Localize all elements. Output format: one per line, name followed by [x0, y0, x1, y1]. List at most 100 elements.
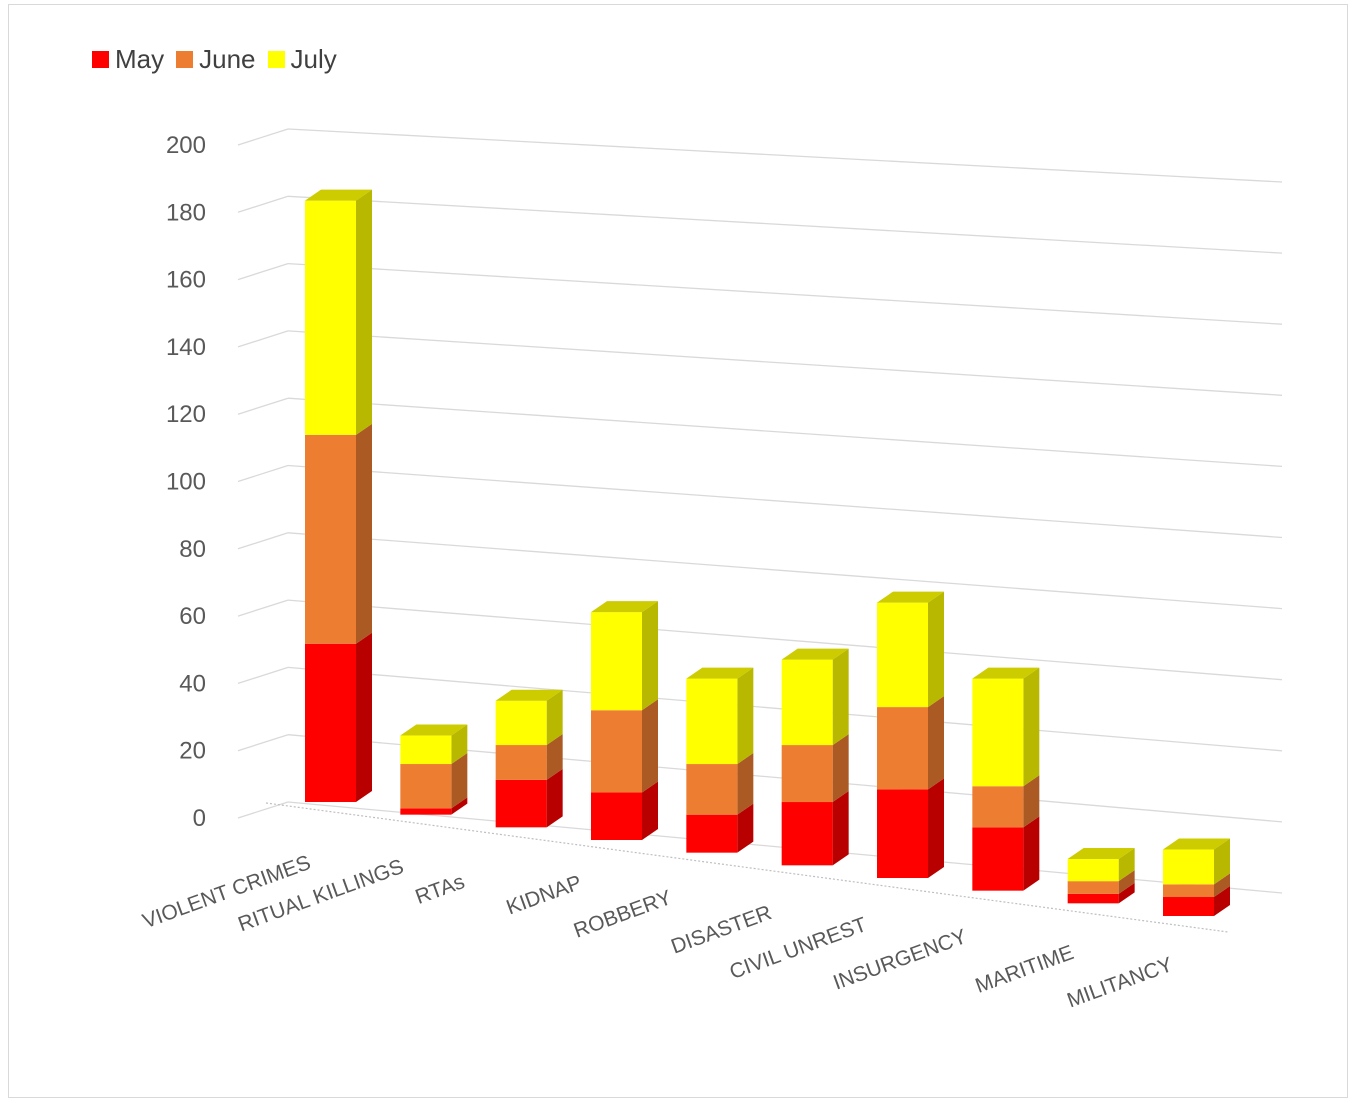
- bar-segment-side: [1118, 848, 1135, 882]
- bar-segment-side: [1214, 838, 1230, 885]
- bar-segment-side: [832, 791, 849, 866]
- legend-label-june: June: [199, 44, 256, 74]
- legend-swatch-june: [176, 51, 194, 68]
- bar-segment: [1163, 849, 1214, 885]
- bars: [305, 189, 1230, 916]
- bar-segment-side: [356, 632, 372, 802]
- bar-segment: [591, 710, 642, 793]
- bar-segment-side: [737, 803, 754, 853]
- bar-segment-side: [1118, 870, 1135, 894]
- y-tick-label: 180: [166, 199, 206, 226]
- legend-label-may: May: [115, 44, 165, 74]
- bar-segment-side: [451, 753, 468, 809]
- bar-segment: [400, 735, 452, 765]
- y-tick-label: 0: [193, 805, 206, 832]
- bar-segment: [1067, 881, 1119, 894]
- legend: May June July: [92, 44, 349, 75]
- gridline-leader: [237, 666, 289, 685]
- gridline-leader: [237, 532, 289, 550]
- gridline-leader: [237, 128, 289, 146]
- chart-frame: [8, 4, 1348, 1098]
- bar-segment-side: [642, 781, 658, 840]
- bar-segment-side: [1023, 816, 1040, 891]
- bar-segment: [1067, 893, 1119, 904]
- bar-segment: [972, 678, 1024, 787]
- bar-segment-side: [642, 699, 658, 793]
- bar-segment: [495, 700, 547, 746]
- bar-stack: [1163, 838, 1230, 916]
- legend-item-july: July: [267, 44, 337, 75]
- bar-segment-side: [546, 734, 563, 780]
- bar-top: [686, 667, 754, 679]
- bar-segment: [305, 200, 356, 435]
- bar-top: [972, 667, 1040, 679]
- gridline-leader: [237, 330, 289, 348]
- bar-segment: [1163, 884, 1214, 898]
- y-tick-label: 100: [166, 469, 206, 496]
- bar-top: [1067, 848, 1135, 860]
- gridline-leader: [237, 734, 289, 752]
- bar-segment-side: [642, 601, 658, 711]
- bar-segment-side: [1023, 667, 1040, 787]
- gridline: [287, 599, 1283, 681]
- x-category-label: MILITANCY: [1064, 953, 1176, 1012]
- bar-segment-side: [928, 591, 944, 708]
- bar-segment: [781, 745, 833, 803]
- bar-segment: [972, 827, 1024, 891]
- gridline: [287, 195, 1283, 254]
- bar-segment-side: [546, 768, 563, 828]
- bar-segment: [591, 792, 642, 840]
- gridline: [287, 330, 1283, 396]
- x-category-label: VIOLENT CRIMES: [140, 851, 314, 933]
- bar-segment-side: [928, 696, 944, 790]
- bar-segment: [305, 643, 356, 802]
- legend-item-may: May: [92, 44, 164, 75]
- bar-segment-side: [356, 189, 372, 435]
- bar-segment: [686, 814, 738, 853]
- gridline-leader: [237, 262, 289, 281]
- bar-segment: [495, 779, 547, 828]
- bar-segment: [877, 789, 928, 878]
- bar-segment-side: [546, 689, 563, 746]
- bar-segment-side: [928, 778, 944, 878]
- legend-item-june: June: [176, 44, 256, 75]
- gridline-leader: [237, 599, 289, 617]
- bar-segment: [877, 707, 928, 790]
- x-category-label: ROBBERY: [571, 886, 675, 943]
- bar-segment-side: [737, 667, 754, 765]
- bar-segment: [781, 659, 833, 746]
- bar-segment: [972, 786, 1024, 828]
- bar-segment: [686, 678, 738, 765]
- bar-segment: [1067, 859, 1119, 882]
- y-axis-tick-labels: 0 20 40 60 80 100 120 140 160 180 200: [166, 132, 206, 832]
- bar-segment-side: [832, 648, 849, 746]
- gridline-leader: [237, 801, 289, 819]
- bar-segment-side: [1118, 882, 1135, 904]
- bar-segment-side: [832, 734, 849, 803]
- bar-stack: [400, 724, 468, 815]
- bar-stack: [1067, 848, 1135, 904]
- gridline-leader: [237, 464, 289, 483]
- bar-segment: [686, 764, 738, 815]
- legend-swatch-july: [267, 51, 285, 68]
- bar-stack: [781, 648, 849, 866]
- y-tick-label: 80: [179, 536, 206, 563]
- bar-top: [305, 189, 372, 201]
- gridline: [287, 464, 1283, 539]
- bar-segment-side: [451, 797, 468, 815]
- bar-stack: [305, 189, 372, 802]
- y-tick-label: 20: [179, 738, 206, 765]
- gridline-leader: [237, 397, 289, 415]
- bar-segment-side: [451, 724, 468, 765]
- bar-segment: [1163, 897, 1214, 916]
- gridlines: [237, 128, 1283, 933]
- x-category-label: RTAs: [412, 870, 467, 909]
- gridline: [287, 128, 1283, 183]
- bar-segment-side: [1023, 775, 1040, 828]
- x-category-label: MARITIME: [972, 941, 1076, 998]
- bar-segment: [305, 434, 356, 644]
- legend-swatch-may: [92, 51, 109, 68]
- bar-top: [400, 724, 468, 736]
- bar-segment-side: [737, 753, 754, 815]
